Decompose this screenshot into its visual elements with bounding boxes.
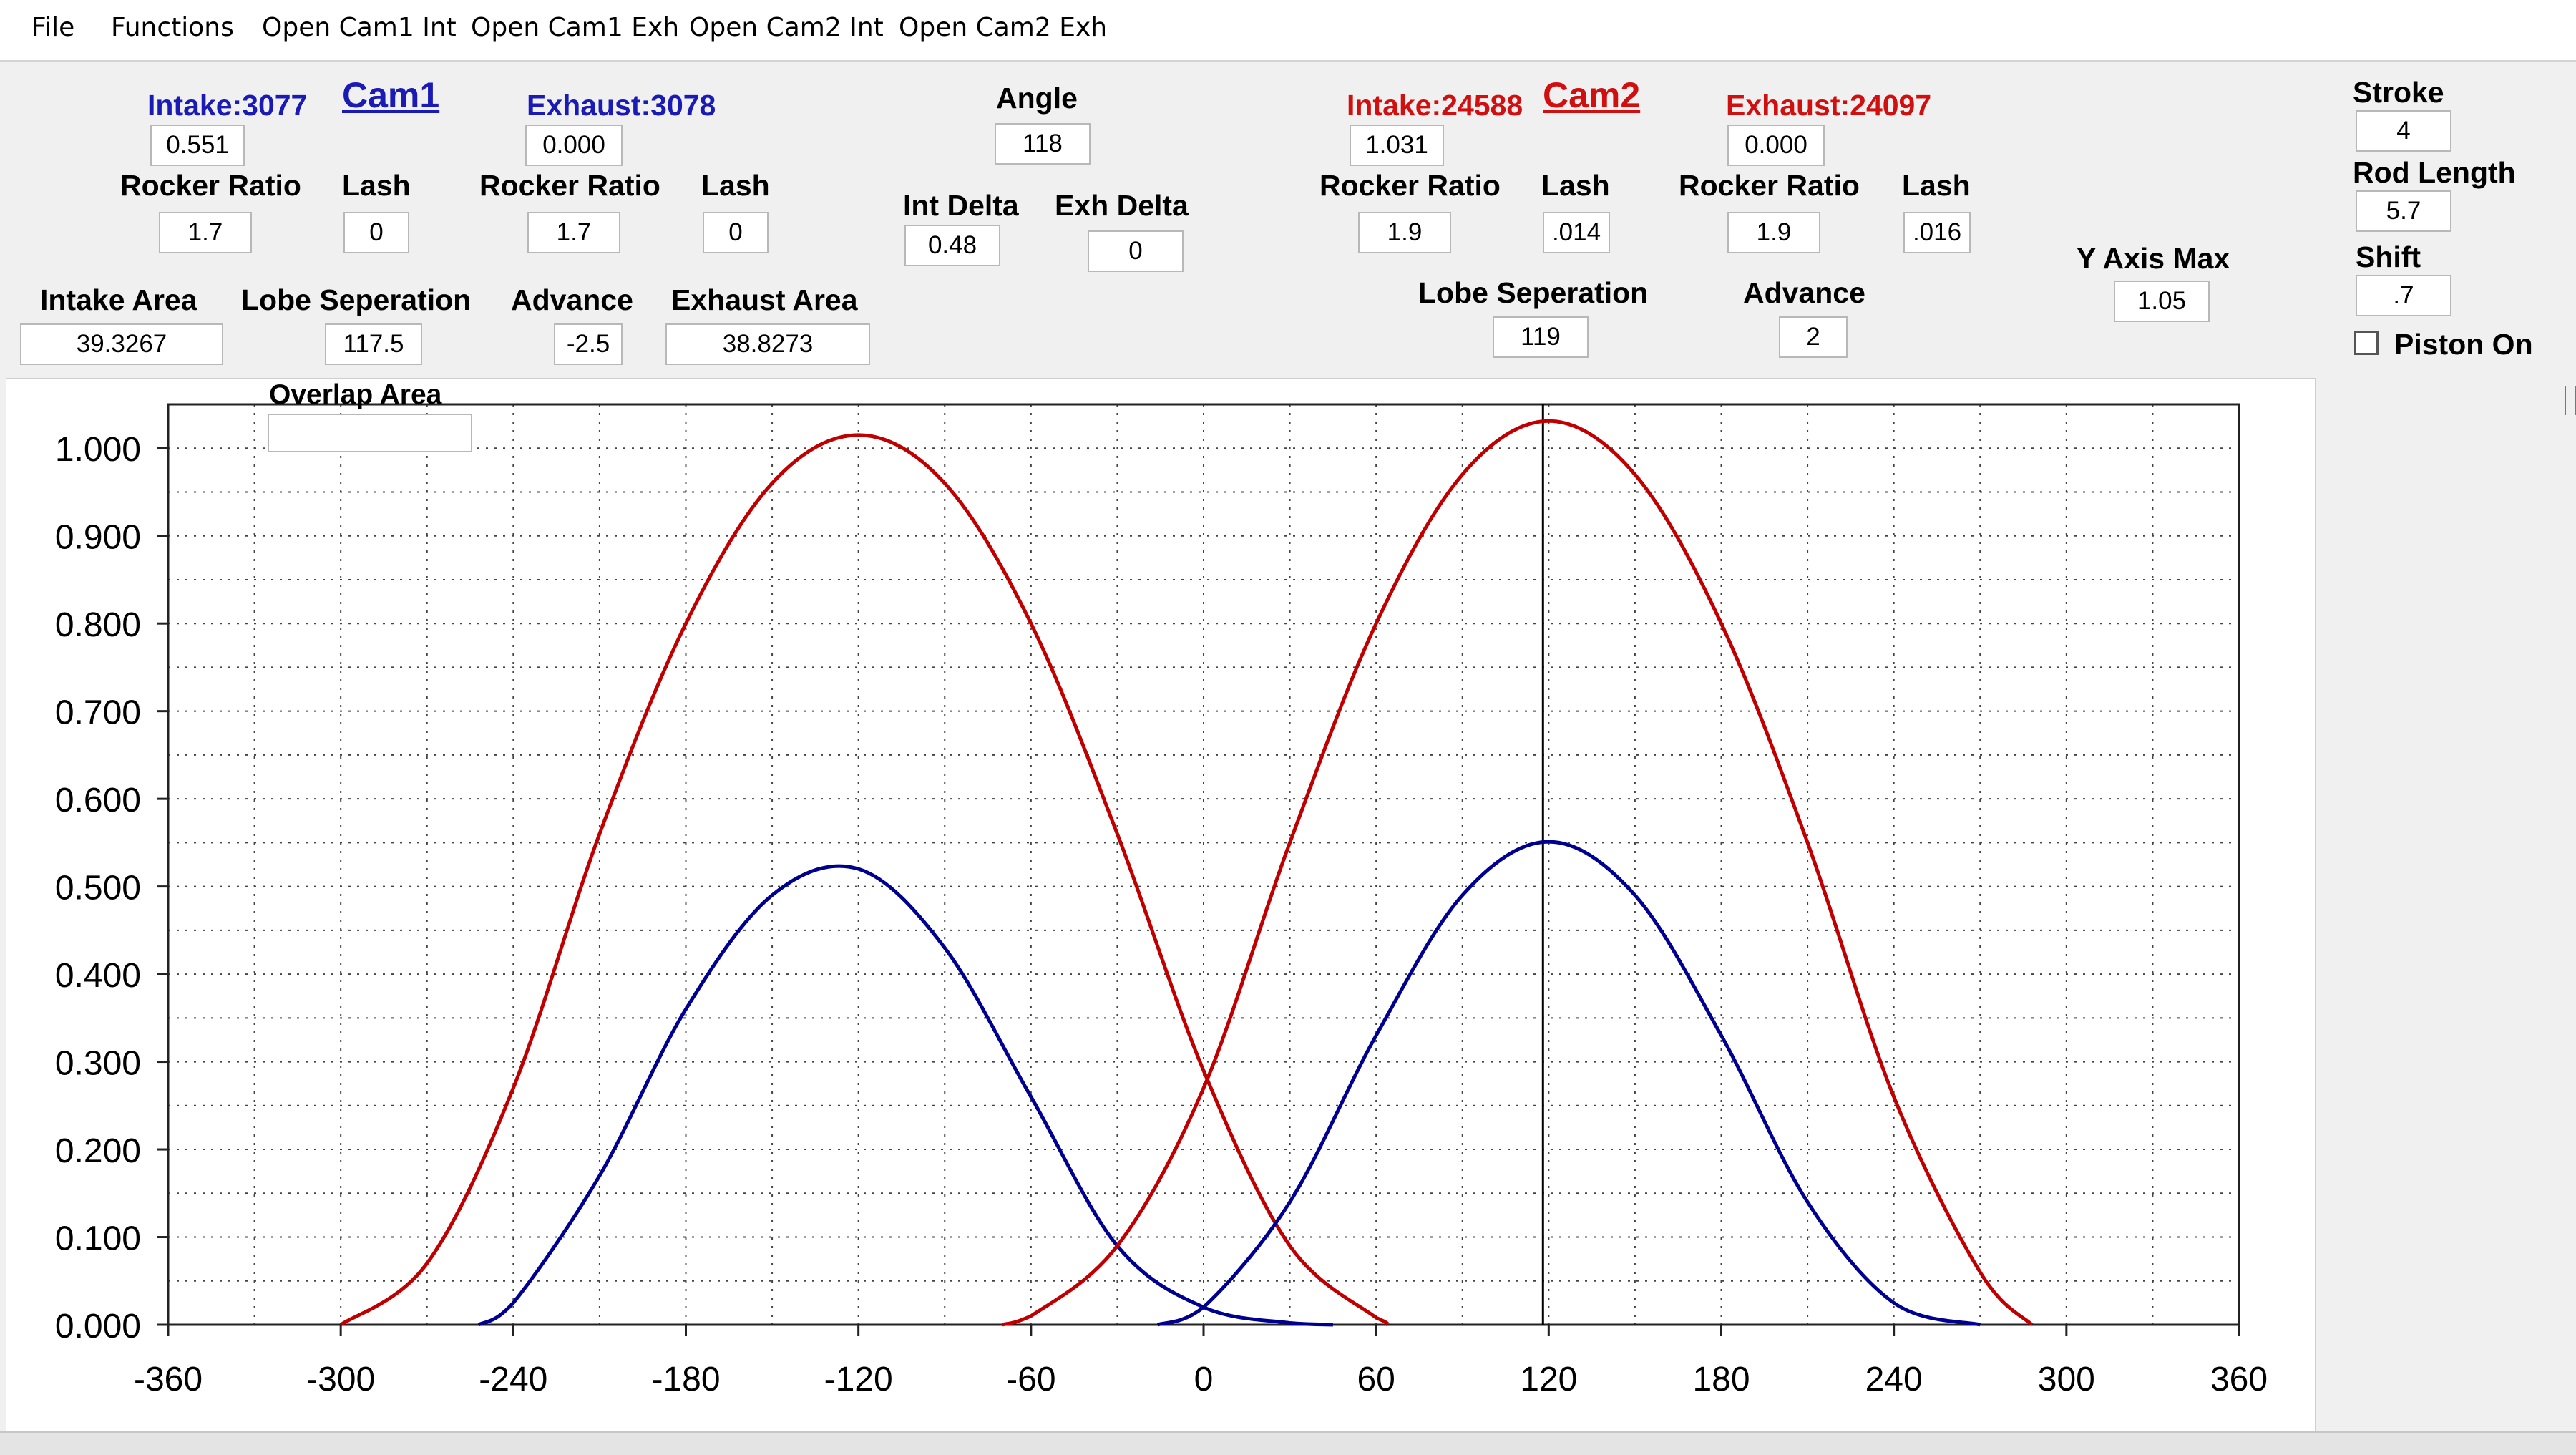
cam2-exh-rocker-ratio-field[interactable]: 1.9: [1727, 212, 1820, 253]
lift-chart[interactable]: -360 -300 -240 -180 -120 -60 0 60 120 180 240 300 36…: [6, 378, 2316, 1431]
menu-functions[interactable]: Functions: [111, 13, 234, 42]
x-tick-label: -120: [824, 1361, 893, 1398]
chart-grid: [167, 404, 2240, 1325]
chart-series: [339, 419, 2034, 1327]
chart-tick-labels: -360 -300 -240 -180 -120 -60 0 60 120 180 240 300 36…: [55, 431, 2268, 1398]
x-tick-label: 60: [1357, 1361, 1395, 1398]
x-tick-label: 240: [1865, 1361, 1923, 1398]
int-delta-label: Int Delta: [903, 189, 1019, 222]
series-line-blue-1: [477, 864, 1333, 1327]
series-line-red-0: [339, 433, 1390, 1327]
cam1-advance-label: Advance: [511, 283, 633, 316]
x-tick-label: 300: [2038, 1361, 2095, 1398]
cam2-intake-field[interactable]: 1.031: [1350, 125, 1444, 166]
rod-length-field[interactable]: 5.7: [2356, 190, 2451, 232]
cam1-exh-rocker-ratio-label: Rocker Ratio: [479, 169, 660, 202]
cam2-exhaust-field[interactable]: 0.000: [1727, 125, 1825, 166]
cam1-int-rocker-ratio-field[interactable]: 1.7: [159, 212, 252, 253]
y-tick-label: 0.600: [55, 782, 141, 819]
shift-label: Shift: [2356, 240, 2421, 273]
y-tick-label: 0.800: [55, 606, 141, 644]
y-tick-label: 0.300: [55, 1045, 141, 1083]
x-tick-label: -60: [1006, 1361, 1055, 1398]
x-tick-label: 120: [1520, 1361, 1577, 1398]
shift-field[interactable]: .7: [2356, 275, 2451, 316]
status-bar: [0, 1431, 2576, 1455]
lift-chart-svg: -360 -300 -240 -180 -120 -60 0 60 120 180 240 300 36…: [55, 403, 2268, 1398]
cam2-lobe-sep-field[interactable]: 119: [1493, 316, 1589, 358]
intake-area-label: Intake Area: [40, 283, 197, 316]
y-tick-label: 0.000: [55, 1308, 141, 1345]
overlap-area-label: Overlap Area: [269, 379, 442, 410]
x-tick-label: -180: [651, 1361, 720, 1398]
series-line-blue-3: [1156, 840, 1981, 1327]
cam1-exhaust-label: Exhaust:3078: [527, 89, 716, 122]
menu-open-cam1-exh[interactable]: Open Cam1 Exh: [471, 13, 680, 42]
stroke-field[interactable]: 4: [2356, 110, 2451, 152]
x-tick-label: -300: [306, 1361, 375, 1398]
exh-delta-field[interactable]: 0: [1088, 230, 1184, 272]
x-tick-label: 180: [1692, 1361, 1750, 1398]
cam2-exh-lash-field[interactable]: .016: [1903, 212, 1971, 253]
cam1-int-rocker-ratio-label: Rocker Ratio: [120, 169, 301, 202]
y-tick-label: 0.400: [55, 957, 141, 995]
cam2-exh-rocker-ratio-label: Rocker Ratio: [1679, 169, 1860, 202]
cam2-int-lash-label: Lash: [1541, 169, 1610, 202]
cam1-exh-rocker-ratio-field[interactable]: 1.7: [527, 212, 620, 253]
x-tick-label: 0: [1194, 1361, 1214, 1398]
menu-bar: File Functions Open Cam1 Int Open Cam1 E…: [0, 0, 2576, 62]
x-tick-label: -360: [134, 1361, 203, 1398]
cam2-title: Cam2: [1543, 75, 1641, 115]
cam1-intake-field[interactable]: 0.551: [150, 125, 245, 166]
menu-open-cam2-exh[interactable]: Open Cam2 Exh: [899, 13, 1108, 42]
cam2-exh-lash-label: Lash: [1902, 169, 1971, 202]
cam1-title: Cam1: [342, 75, 440, 115]
menu-file[interactable]: File: [31, 13, 75, 42]
y-axis-max-label: Y Axis Max: [2077, 242, 2230, 275]
cam2-advance-label: Advance: [1743, 276, 1865, 309]
series-line-red-2: [1001, 419, 2034, 1327]
cam2-lobe-sep-label: Lobe Seperation: [1418, 276, 1649, 309]
y-tick-label: 0.200: [55, 1132, 141, 1170]
y-tick-label: 0.700: [55, 694, 141, 732]
rod-length-label: Rod Length: [2353, 156, 2516, 189]
overlap-area-field[interactable]: [268, 414, 472, 452]
cam1-intake-label: Intake:3077: [147, 89, 308, 122]
cam2-int-lash-field[interactable]: .014: [1543, 212, 1610, 253]
cam2-exhaust-label: Exhaust:24097: [1726, 89, 1932, 122]
stroke-label: Stroke: [2353, 76, 2444, 109]
angle-field[interactable]: 118: [995, 123, 1091, 165]
cam1-exhaust-field[interactable]: 0.000: [525, 125, 623, 166]
x-tick-label: 360: [2210, 1361, 2268, 1398]
cam1-exh-lash-field[interactable]: 0: [703, 212, 769, 253]
menu-open-cam2-int[interactable]: Open Cam2 Int: [689, 13, 884, 42]
y-tick-label: 0.900: [55, 519, 141, 557]
cam1-int-lash-field[interactable]: 0: [343, 212, 409, 253]
cam1-int-lash-label: Lash: [342, 169, 411, 202]
cam2-intake-label: Intake:24588: [1347, 89, 1523, 122]
y-tick-label: 0.500: [55, 870, 141, 907]
cam1-advance-field[interactable]: -2.5: [554, 323, 623, 365]
cam2-int-rocker-ratio-label: Rocker Ratio: [1319, 169, 1501, 202]
cam1-lobe-sep-field[interactable]: 117.5: [325, 323, 422, 365]
y-axis-max-field[interactable]: 1.05: [2114, 281, 2210, 322]
piston-on-label: Piston On: [2394, 328, 2533, 361]
resize-grip-icon[interactable]: [2565, 386, 2576, 415]
x-tick-label: -240: [479, 1361, 547, 1398]
exh-delta-label: Exh Delta: [1055, 189, 1189, 222]
intake-area-field[interactable]: 39.3267: [20, 323, 223, 365]
angle-label: Angle: [996, 82, 1078, 115]
cam1-lobe-sep-label: Lobe Seperation: [241, 283, 472, 316]
int-delta-field[interactable]: 0.48: [904, 225, 1000, 266]
cam2-advance-field[interactable]: 2: [1779, 316, 1848, 358]
menu-open-cam1-int[interactable]: Open Cam1 Int: [262, 13, 457, 42]
chart-axes: [157, 403, 2240, 1336]
exhaust-area-label: Exhaust Area: [671, 283, 858, 316]
y-tick-label: 1.000: [55, 431, 141, 469]
cam1-exh-lash-label: Lash: [701, 169, 770, 202]
exhaust-area-field[interactable]: 38.8273: [665, 323, 870, 365]
cam2-int-rocker-ratio-field[interactable]: 1.9: [1358, 212, 1451, 253]
piston-on-checkbox[interactable]: [2354, 331, 2379, 355]
y-tick-label: 0.100: [55, 1220, 141, 1258]
